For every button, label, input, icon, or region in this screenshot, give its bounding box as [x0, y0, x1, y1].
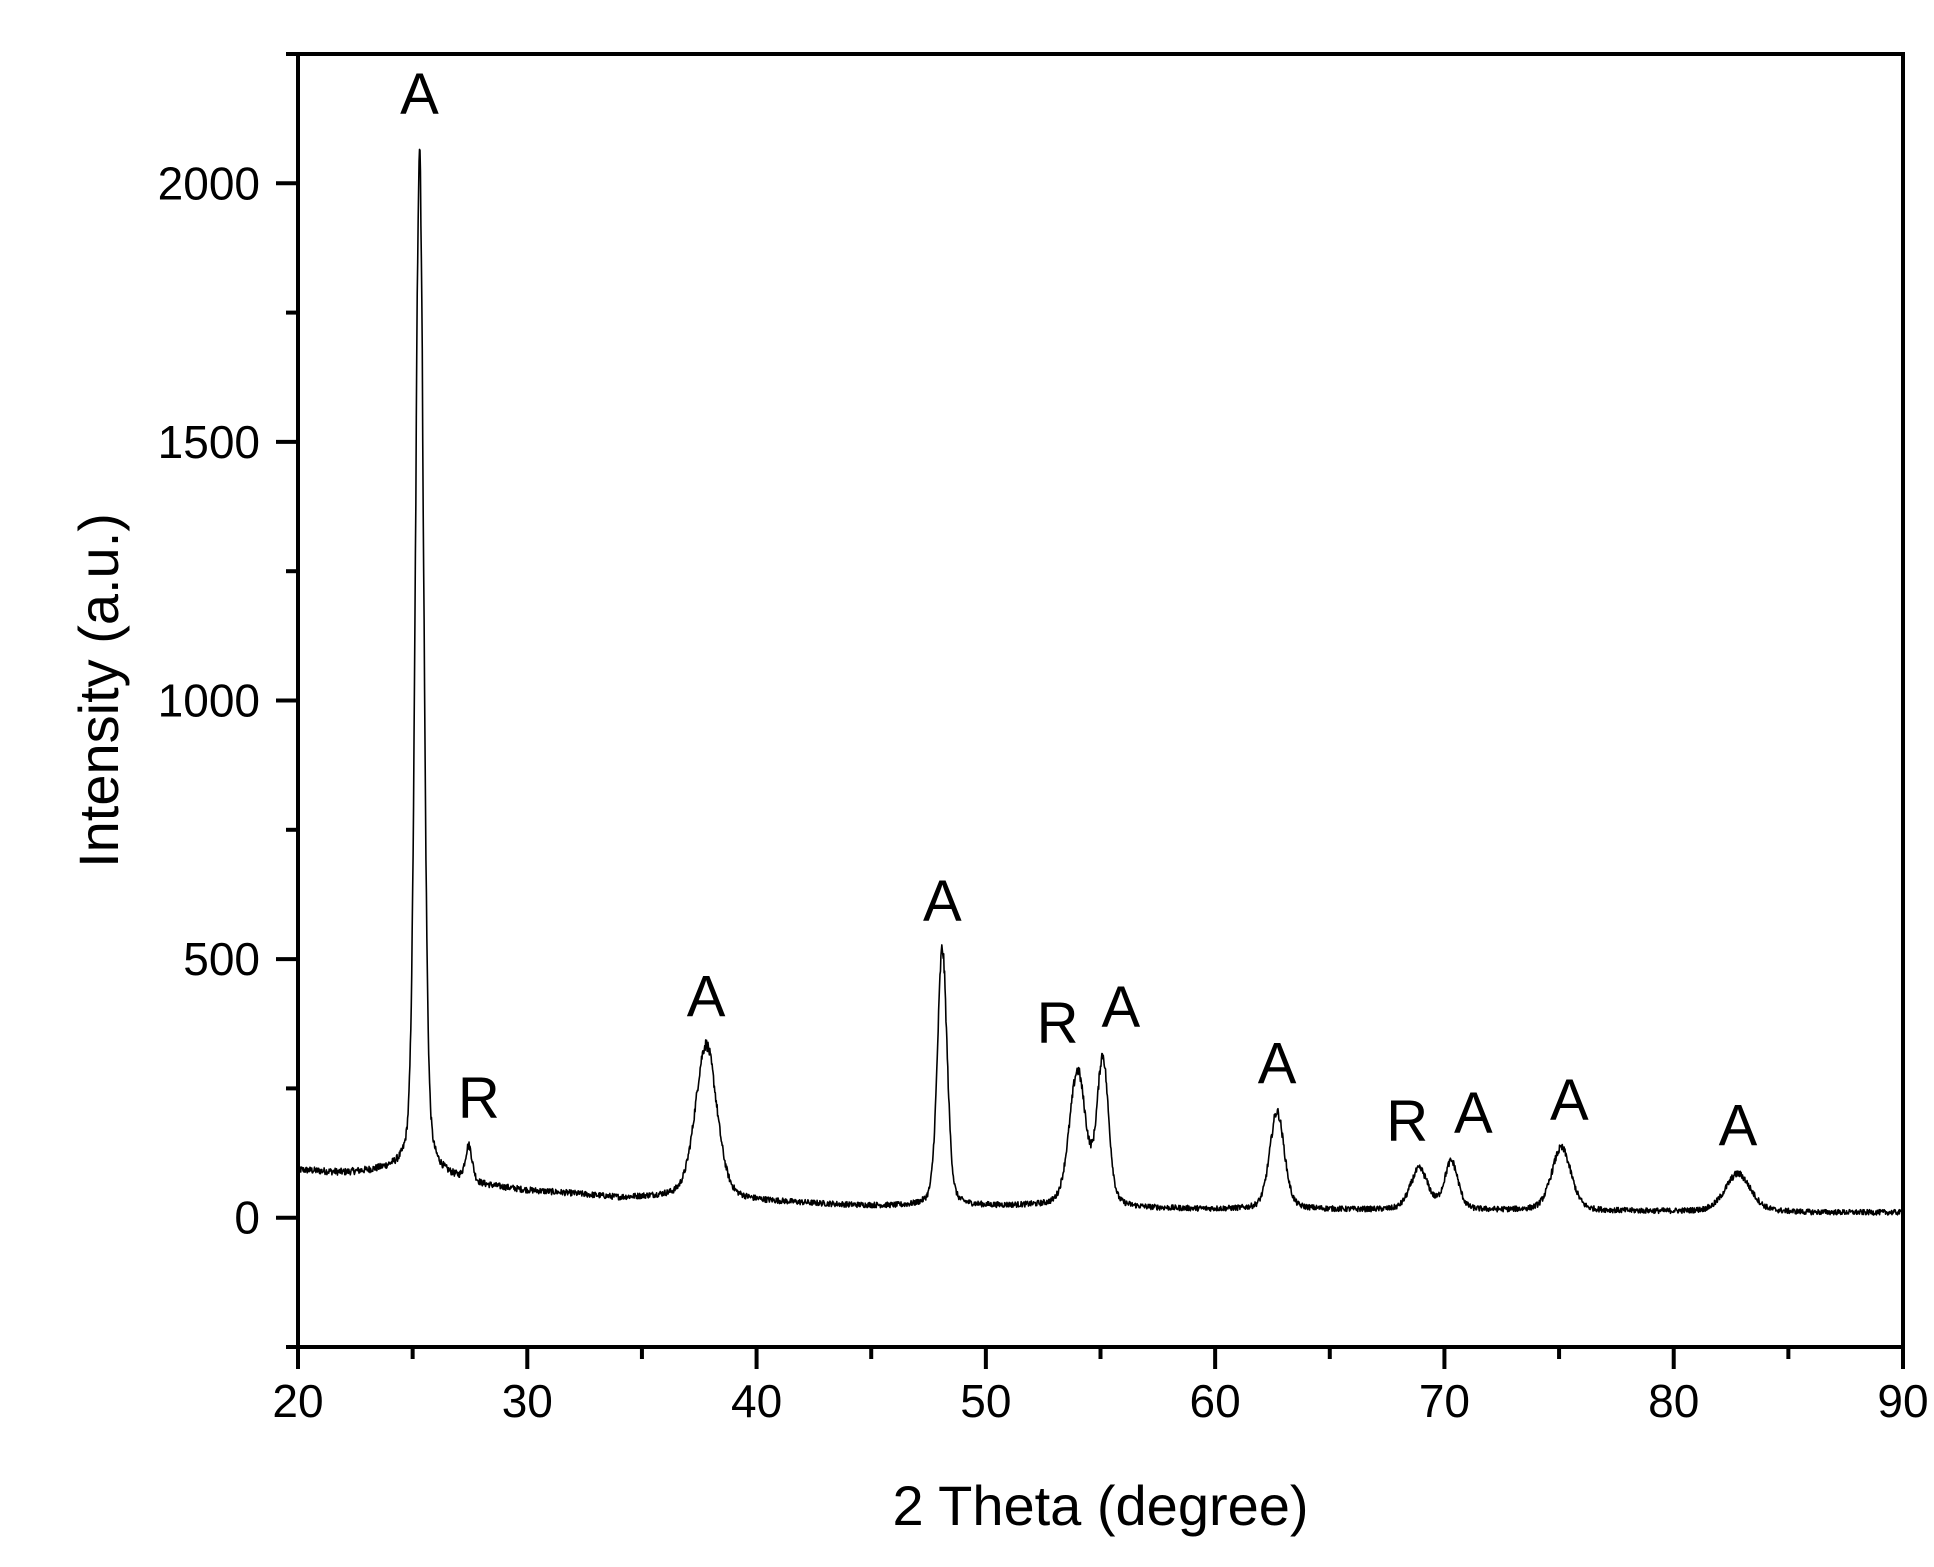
- x-tick-label: 30: [502, 1375, 553, 1427]
- peak-label-anatase: A: [400, 62, 439, 127]
- x-tick-label: 20: [272, 1375, 323, 1427]
- y-axis: 0 500 1000 1500 2000: [158, 52, 298, 1349]
- x-tick-label: 90: [1877, 1375, 1928, 1427]
- peak-label-anatase: A: [923, 869, 962, 934]
- x-tick-label: 60: [1190, 1375, 1241, 1427]
- x-tick-label: 40: [731, 1375, 782, 1427]
- peak-label-rutile: R: [458, 1065, 500, 1130]
- peak-label-anatase: A: [687, 964, 726, 1029]
- peak-label-rutile: R: [1386, 1089, 1428, 1154]
- y-tick-label: 0: [234, 1192, 260, 1244]
- series-layer: [297, 148, 1904, 1216]
- peak-label-anatase: A: [1258, 1032, 1297, 1097]
- x-tick-label: 80: [1648, 1375, 1699, 1427]
- xrd-series-line: [297, 148, 1904, 1216]
- x-tick-label: 50: [960, 1375, 1011, 1427]
- y-tick-label: 2000: [158, 157, 260, 209]
- x-axis: 20 30 40 50 60 70 80 90: [272, 1347, 1929, 1427]
- x-tick-label: 70: [1419, 1375, 1470, 1427]
- peak-label-rutile: R: [1037, 990, 1079, 1055]
- peak-label-anatase: A: [1550, 1068, 1589, 1133]
- x-axis-title: 2 Theta (degree): [892, 1474, 1308, 1537]
- y-tick-label: 500: [183, 933, 260, 985]
- peak-label-anatase: A: [1454, 1081, 1493, 1146]
- peak-label-anatase: A: [1101, 975, 1140, 1040]
- y-tick-label: 1000: [158, 675, 260, 727]
- peak-label-anatase: A: [1719, 1094, 1758, 1159]
- plot-frame: [296, 52, 1905, 1349]
- y-tick-label: 1500: [158, 416, 260, 468]
- y-axis-title: Intensity (a.u.): [67, 513, 130, 868]
